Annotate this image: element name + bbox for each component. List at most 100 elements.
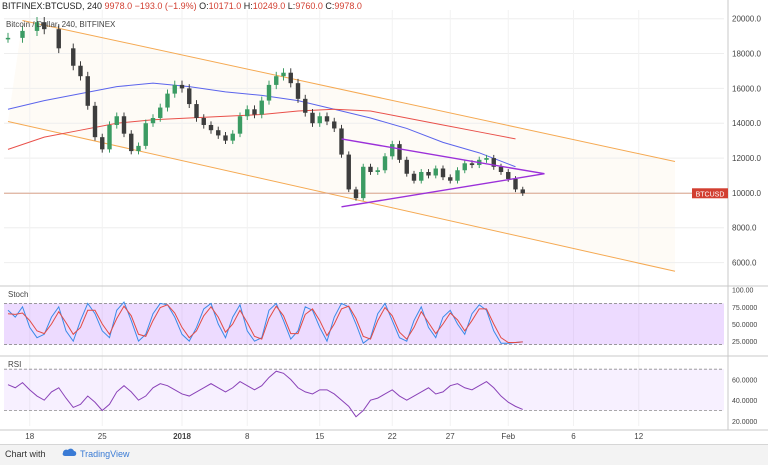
stoch-panel [7, 301, 523, 345]
candle-body [440, 168, 446, 178]
candle-body [100, 137, 105, 150]
candle-body [71, 48, 76, 66]
candle-body [20, 30, 25, 38]
candle-body [42, 22, 47, 30]
rsi-band-fill [4, 369, 724, 411]
candle-body [317, 116, 322, 124]
candle-body [5, 37, 11, 40]
triangle-line [341, 173, 545, 208]
candle-body [274, 76, 279, 85]
high-label: H: [243, 1, 253, 11]
candle-body [150, 118, 156, 124]
candle-body [397, 144, 402, 160]
candle-body [433, 168, 438, 176]
close-label: C: [325, 1, 335, 11]
candle-body [324, 116, 330, 122]
candle-body [491, 158, 496, 167]
price-tick-label: 16000.0 [732, 84, 761, 93]
candle-body [172, 84, 177, 94]
candle-body [339, 128, 344, 155]
candle-body [346, 154, 351, 190]
candle-body [165, 93, 170, 108]
candle-body [484, 158, 489, 160]
candle-body [194, 104, 199, 118]
open-label: O: [199, 1, 209, 11]
candle-body [390, 144, 395, 157]
stoch-k-line [7, 301, 523, 345]
footer: Chart with TradingView [0, 444, 768, 465]
candle-body [223, 135, 228, 141]
high-value: 10249.0 [252, 1, 286, 11]
candle-body [288, 72, 293, 84]
candle-body [121, 116, 127, 134]
channel-line [22, 19, 676, 163]
chart-background [0, 0, 768, 444]
candle-body [245, 109, 250, 117]
candle-body [216, 130, 221, 136]
candle-body [107, 124, 112, 150]
footer-prefix: Chart with [5, 449, 46, 459]
last-price-tag: BTCUSD [692, 188, 728, 199]
candle-body [375, 170, 380, 172]
candle-body [237, 116, 243, 134]
candle-body [158, 107, 163, 118]
axes: 20000.0 18000.0 16000.0 14000.0 12000.0 10000… [0, 0, 768, 441]
stoch-tick-label: 25.0000 [732, 339, 757, 346]
candle-body [332, 121, 337, 129]
x-tick-label: 15 [315, 432, 324, 441]
candle-body [498, 166, 504, 172]
x-tick-label: 27 [446, 432, 455, 441]
price-tick-label: 14000.0 [732, 119, 761, 128]
chart-header: BITFINEX:BTCUSD, 240 9978.0 −193.0 (−1.9… [2, 1, 362, 11]
candle-body [281, 72, 286, 77]
stoch-tick-label: 50.0000 [732, 322, 757, 329]
last-value: 9978.0 [104, 1, 133, 11]
candle-body [114, 116, 119, 125]
candle-body [208, 124, 214, 131]
price-panel [4, 17, 724, 272]
stoch-tick-label: 100.00 [732, 288, 754, 295]
x-tick-label: Feb [501, 432, 515, 441]
candle-body [310, 112, 315, 124]
candle-body [513, 178, 518, 190]
rsi-panel [7, 370, 523, 418]
low-value: 9760.0 [295, 1, 323, 11]
candle-body [382, 156, 388, 171]
candle-body [455, 170, 460, 181]
grid [4, 10, 724, 426]
candle-body [179, 84, 185, 89]
candle-body [462, 163, 467, 171]
open-value: 10171.0 [208, 1, 242, 11]
rsi-label: RSI [8, 360, 22, 369]
price-tick-label: 20000.0 [732, 15, 761, 24]
rsi-band [4, 368, 724, 411]
candle-body [368, 166, 373, 172]
candle-body [295, 83, 301, 99]
x-tick-label: 6 [571, 432, 576, 441]
candle-body [56, 29, 61, 49]
candle-body [143, 123, 148, 146]
change-value: −193.0 (−1.9%) [134, 1, 197, 11]
candle-body [353, 189, 359, 199]
x-tick-label: 12 [634, 432, 643, 441]
triangle-line [341, 138, 545, 175]
candle-body [92, 105, 98, 138]
rsi-tick-label: 40.0000 [732, 398, 757, 405]
candle-body [230, 133, 235, 141]
candle-body [187, 88, 192, 105]
candle-body [201, 118, 206, 125]
candle-body [303, 98, 308, 113]
footer-brand[interactable]: TradingView [80, 449, 130, 459]
chart-subtitle: Bitcoin / Dollar, 240, BITFINEX [6, 20, 116, 29]
low-label: L: [287, 1, 296, 11]
x-tick-label: 22 [388, 432, 397, 441]
candle-body [520, 189, 525, 194]
rsi-tick-label: 20.0000 [732, 419, 757, 426]
ma-fast-line [7, 82, 516, 168]
channel-line [7, 120, 676, 272]
candle-body [411, 173, 417, 181]
candle-body [361, 166, 366, 199]
x-tick-label: 25 [98, 432, 107, 441]
symbol-label: BITFINEX:BTCUSD, 240 [2, 1, 103, 11]
candle-body [259, 100, 264, 115]
